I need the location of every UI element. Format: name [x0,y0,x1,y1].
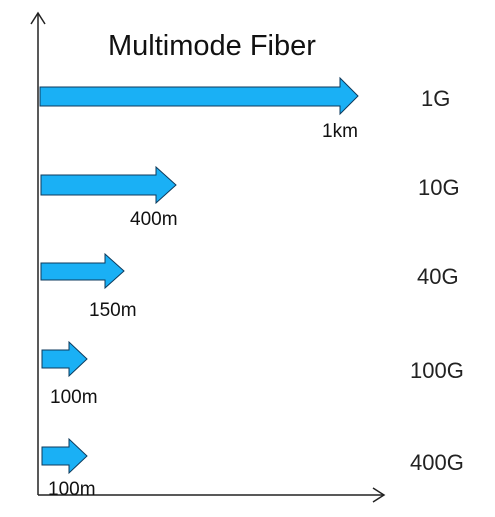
distance-label-100g: 100m [50,387,98,408]
arrow-10g [40,165,177,205]
speed-label-1g: 1G [421,86,451,111]
speed-label-100g: 100G [410,358,464,383]
speed-label-40g: 40G [417,264,459,289]
y-axis-arrowhead [30,11,46,25]
distance-label-40g: 150m [89,300,137,321]
arrow-400g [41,437,88,475]
arrow-100g [41,340,88,378]
arrow-40g [40,252,125,290]
arrow-1g [39,76,359,116]
speed-label-400g: 400G [410,450,464,475]
diagram-title: Multimode Fiber [108,30,316,62]
x-axis-arrowhead [372,487,386,503]
distance-label-10g: 400m [130,209,178,230]
speed-label-10g: 10G [418,175,460,200]
distance-label-400g: 100m [48,479,96,500]
distance-label-1g: 1km [322,121,358,142]
